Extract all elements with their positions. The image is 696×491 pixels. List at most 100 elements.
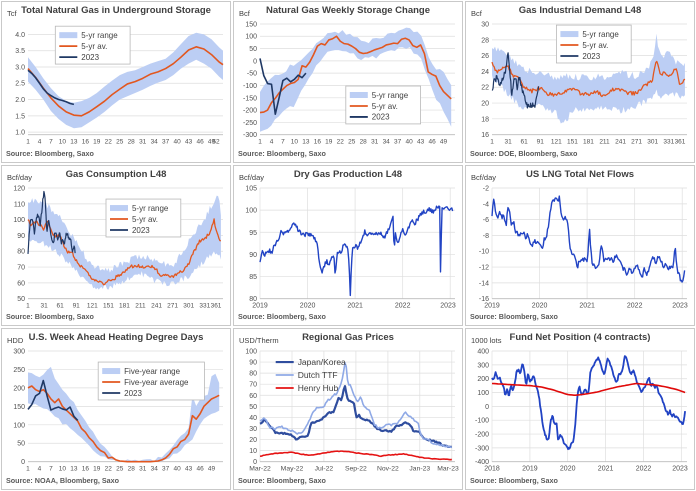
svg-text:2022: 2022 xyxy=(636,466,652,473)
chart-title: Natural Gas Weekly Storage Change xyxy=(265,5,431,16)
series-line xyxy=(491,355,686,451)
svg-text:46: 46 xyxy=(196,466,204,473)
svg-text:90: 90 xyxy=(249,360,257,367)
svg-text:-2: -2 xyxy=(483,185,489,192)
legend-label: 5-yr av. xyxy=(582,41,608,50)
svg-text:1: 1 xyxy=(26,139,30,146)
svg-text:2019: 2019 xyxy=(484,302,500,309)
series-line xyxy=(259,362,452,449)
gas-consumption-chart-canvas: 50 60 70 80 90 100 110 120 1 31 61 91 121 151 181 211 24… xyxy=(13,185,223,309)
svg-text:90: 90 xyxy=(17,233,25,240)
svg-text:-200: -200 xyxy=(243,108,257,115)
chart-source: Source: Bloomberg, Saxo xyxy=(470,476,558,485)
svg-text:-200: -200 xyxy=(475,432,489,439)
chart-title: U.S. Week Ahead Heating Degree Days xyxy=(28,332,204,344)
svg-text:40: 40 xyxy=(405,139,413,146)
svg-text:25: 25 xyxy=(116,466,124,473)
series-line xyxy=(259,35,452,114)
svg-text:20: 20 xyxy=(249,437,257,444)
svg-text:2023: 2023 xyxy=(672,466,688,473)
svg-text:31: 31 xyxy=(371,139,379,146)
chart-title: Gas Industrial Demand L48 xyxy=(518,5,642,16)
svg-text:Nov-22: Nov-22 xyxy=(377,466,399,473)
svg-text:151: 151 xyxy=(103,302,114,309)
range-band xyxy=(28,367,220,463)
legend-label: Five-year range xyxy=(124,367,180,376)
chart-source: Source: Bloomberg, Saxo xyxy=(238,312,326,322)
svg-text:-300: -300 xyxy=(243,132,257,139)
y-axis-unit-label: Bcf xyxy=(239,9,250,18)
legend-label: 5-yr range xyxy=(582,30,619,39)
chart-panel-dry-gas-production: Bcf/day Dry Gas Production L48 80 85 90 95 1… xyxy=(233,164,463,327)
svg-text:10: 10 xyxy=(249,448,257,455)
svg-text:Mar-23: Mar-23 xyxy=(437,466,459,473)
svg-text:211: 211 xyxy=(599,139,610,146)
svg-text:2021: 2021 xyxy=(347,302,363,309)
svg-text:200: 200 xyxy=(13,386,25,393)
series-line xyxy=(27,380,79,422)
svg-text:52: 52 xyxy=(212,139,220,146)
svg-text:22: 22 xyxy=(337,139,345,146)
svg-text:40: 40 xyxy=(173,466,181,473)
legend-label: 2023 xyxy=(372,113,390,122)
svg-text:30: 30 xyxy=(481,21,489,28)
legend-band-swatch xyxy=(102,368,121,375)
svg-text:120: 120 xyxy=(13,185,25,192)
svg-text:28: 28 xyxy=(128,466,136,473)
legend-label: Henry Hub xyxy=(298,383,339,393)
svg-text:300: 300 xyxy=(13,349,25,356)
svg-text:4: 4 xyxy=(270,139,274,146)
chart-title: Regional Gas Prices xyxy=(302,332,394,344)
legend-label: 5-yr av. xyxy=(132,214,158,223)
svg-text:19: 19 xyxy=(325,139,333,146)
chart-panel-heating-degree-days: HDD U.S. Week Ahead Heating Degree Days … xyxy=(1,328,231,490)
svg-text:50: 50 xyxy=(17,441,25,448)
series-line xyxy=(27,190,76,254)
svg-text:80: 80 xyxy=(249,296,257,303)
svg-text:-150: -150 xyxy=(243,95,257,102)
svg-text:181: 181 xyxy=(583,139,594,146)
svg-text:100: 100 xyxy=(245,207,257,214)
legend-band-swatch xyxy=(349,92,368,98)
legend-label: 2023 xyxy=(582,52,600,61)
svg-text:10: 10 xyxy=(59,466,67,473)
chart-title: Dry Gas Production L48 xyxy=(293,168,403,180)
svg-text:90: 90 xyxy=(249,252,257,259)
chart-source: Source: Bloomberg, Saxo xyxy=(470,312,558,322)
svg-text:100: 100 xyxy=(13,423,25,430)
chart-title: US LNG Total Net Flows xyxy=(525,168,635,180)
series-line xyxy=(259,205,454,296)
svg-text:1: 1 xyxy=(490,139,494,146)
legend-label: 2023 xyxy=(124,389,142,398)
chart-source: Source: Bloomberg, Saxo xyxy=(6,312,94,322)
svg-text:121: 121 xyxy=(551,139,562,146)
svg-text:61: 61 xyxy=(56,302,64,309)
chart-panel-weekly-storage-change: Bcf Natural Gas Weekly Storage Change -3… xyxy=(233,1,463,163)
svg-text:3.0: 3.0 xyxy=(15,64,25,71)
svg-text:80: 80 xyxy=(17,248,25,255)
legend-band-swatch xyxy=(110,204,128,211)
svg-text:46: 46 xyxy=(196,139,204,146)
svg-text:19: 19 xyxy=(93,466,101,473)
svg-text:43: 43 xyxy=(417,139,425,146)
svg-text:40: 40 xyxy=(249,415,257,422)
y-axis-unit-label: Bcf/day xyxy=(7,172,33,182)
svg-text:Jul-22: Jul-22 xyxy=(315,466,334,473)
svg-text:110: 110 xyxy=(14,201,25,208)
svg-text:4: 4 xyxy=(38,139,42,146)
svg-text:1: 1 xyxy=(26,466,30,473)
series-line xyxy=(27,46,224,117)
svg-text:241: 241 xyxy=(615,139,626,146)
svg-text:2019: 2019 xyxy=(522,466,538,473)
svg-text:61: 61 xyxy=(520,139,528,146)
svg-text:34: 34 xyxy=(151,139,159,146)
svg-text:34: 34 xyxy=(151,466,159,473)
range-band xyxy=(28,195,221,290)
series-line xyxy=(491,60,686,98)
svg-text:1: 1 xyxy=(26,302,30,309)
svg-text:2021: 2021 xyxy=(579,302,595,309)
chart-title: Fund Net Position (4 contracts) xyxy=(509,332,651,344)
svg-text:10: 10 xyxy=(59,139,67,146)
storage-chart-canvas: 1.0 1.5 2.0 2.5 3.0 3.5 4.0 1 4 7 10 13 16 19 22 25 28 31… xyxy=(15,25,224,146)
svg-text:105: 105 xyxy=(245,185,257,192)
